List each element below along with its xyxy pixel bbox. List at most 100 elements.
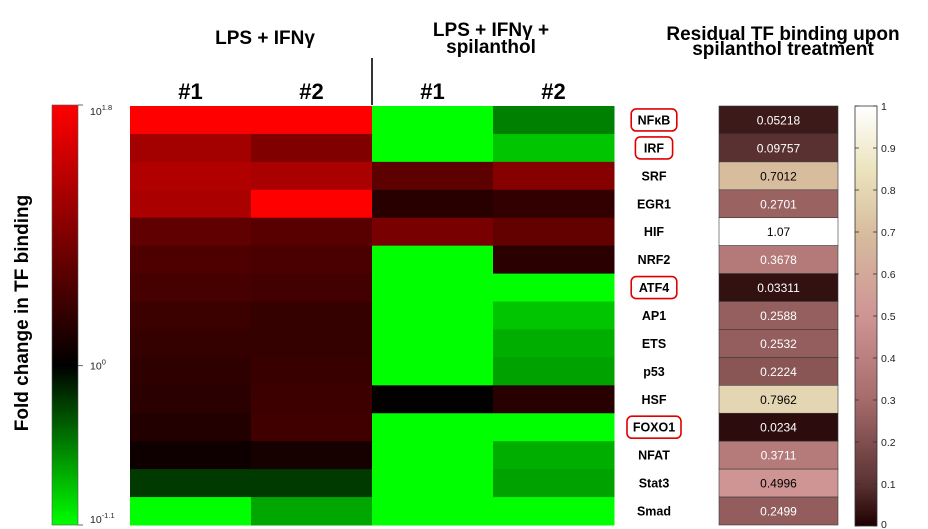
fold-change-axis-label: Fold change in TF binding [12, 195, 33, 431]
residual-value-label: 0.2224 [760, 365, 797, 379]
heatmap-cell [130, 329, 252, 358]
residual-heatmap: 0.05218 0.09757 0.7012 0.2701 1.07 0.3678 0.03… [718, 105, 839, 526]
heatmap-cell [130, 273, 252, 303]
heatmap-cell [251, 301, 373, 330]
heatmap-cell [251, 217, 373, 247]
heatmap-cell [130, 217, 252, 247]
tf-row-label: AP1 [642, 309, 666, 323]
heatmap-cell [251, 385, 373, 414]
heatmap-cell [493, 385, 615, 414]
tf-row-label: HSF [642, 393, 667, 407]
residual-cell [718, 161, 839, 191]
fold-change-colorbar: 101.8 100 10-1.1 [51, 103, 115, 526]
heatmap-cell [372, 301, 494, 330]
residual-value-label: 1.07 [767, 225, 791, 239]
heatmap-cell [372, 245, 494, 275]
column-label: #2 [541, 79, 565, 104]
colorbar-tick-label: 0.3 [881, 395, 896, 407]
residual-value-label: 0.7962 [760, 393, 797, 407]
residual-cell [718, 357, 839, 386]
tf-row-label: NRF2 [638, 253, 671, 267]
tf-row-label: NFκB [638, 113, 671, 127]
residual-title: Residual TF binding upon spilanthol treat… [666, 24, 899, 60]
residual-value-label: 0.09757 [757, 141, 801, 155]
colorbar-tick-label: 0.4 [881, 353, 896, 365]
tf-row-label: Smad [637, 505, 671, 519]
heatmap-cell [493, 497, 615, 526]
colorbar-tick-label: 0.2 [881, 437, 896, 449]
heatmap-cell [493, 329, 615, 358]
fold-change-heatmap [130, 106, 615, 526]
residual-value-label: 0.3711 [761, 449, 797, 463]
highlight-box [630, 108, 678, 132]
residual-cell [718, 385, 839, 414]
heatmap-cell [251, 357, 373, 386]
highlight-box [634, 136, 674, 160]
colorbar-tick-label: 0.5 [881, 311, 896, 323]
heatmap-cell [372, 329, 494, 358]
tf-row-label: FOXO1 [633, 421, 675, 435]
residual-value-label: 0.2532 [760, 337, 797, 351]
tf-row-label: NFAT [638, 449, 670, 463]
heatmap-cell [251, 469, 373, 498]
heatmap-cell [372, 161, 494, 191]
residual-value-label: 0.2499 [760, 505, 797, 519]
colorbar-tick-label: 100 [90, 358, 106, 373]
residual-cell [718, 496, 839, 526]
tf-row-label: IRF [644, 141, 665, 155]
residual-cell [718, 217, 839, 246]
residual-value-label: 0.7012 [760, 169, 797, 183]
tf-row-label: Stat3 [639, 477, 670, 491]
heatmap-cell [130, 189, 252, 219]
colorbar-tick-label: 0 [881, 519, 887, 529]
heatmap-cell [251, 413, 373, 442]
heatmap-cell [493, 133, 615, 163]
residual-value-label: 0.3678 [760, 253, 797, 267]
heatmap-cell [493, 273, 615, 303]
heatmap-cell [372, 217, 494, 247]
heatmap-cell [251, 441, 373, 470]
colorbar-tick-label: 101.8 [90, 103, 112, 118]
colorbar-tick-label: 0.6 [881, 269, 896, 281]
column-label: #1 [178, 79, 202, 104]
heatmap-cell [251, 329, 373, 358]
heatmap-cell [372, 273, 494, 303]
heatmap-cell [493, 106, 615, 135]
tf-row-label: EGR1 [637, 197, 671, 211]
heatmap-cell [130, 357, 252, 386]
residual-value-label: 0.2588 [760, 309, 797, 323]
heatmap-cell [493, 301, 615, 330]
residual-value-label: 0.4996 [760, 477, 797, 491]
heatmap-cell [251, 189, 373, 219]
residual-colorbar: 0 0.1 0.2 0.3 0.4 0.5 0.6 0.7 0.8 0.9 1 [854, 101, 896, 529]
heatmap-cell [493, 245, 615, 275]
heatmap-cell [130, 161, 252, 191]
colorbar-tick-label: 0.8 [881, 185, 896, 197]
tf-row-label: ETS [642, 337, 666, 351]
residual-cell [718, 273, 839, 302]
tf-row-label: HIF [644, 225, 665, 239]
heatmap-cell [130, 413, 252, 442]
colorbar-tick-label: 1 [881, 101, 887, 113]
residual-value-label: 0.03311 [757, 281, 800, 295]
heatmap-cell [372, 133, 494, 163]
heatmap-cell [493, 441, 615, 470]
heatmap-cell [372, 497, 494, 526]
group-header-spilanthol: LPS + IFNγ + spilanthol [433, 20, 549, 58]
heatmap-cell [493, 357, 615, 386]
residual-cell [718, 468, 839, 498]
residual-cell [718, 329, 839, 358]
heatmap-cell [251, 273, 373, 303]
highlight-box [630, 275, 678, 300]
heatmap-cell [251, 106, 373, 135]
heatmap-cell [130, 497, 252, 526]
colorbar-tick-label: 0.7 [881, 227, 896, 239]
residual-cell [718, 189, 839, 219]
residual-value-label: 0.2701 [760, 197, 797, 211]
column-label: #2 [299, 79, 323, 104]
tf-row-label: p53 [643, 365, 665, 379]
heatmap-cell [130, 469, 252, 498]
heatmap-cell [251, 245, 373, 275]
heatmap-cell [251, 497, 373, 526]
heatmap-cell [251, 133, 373, 163]
